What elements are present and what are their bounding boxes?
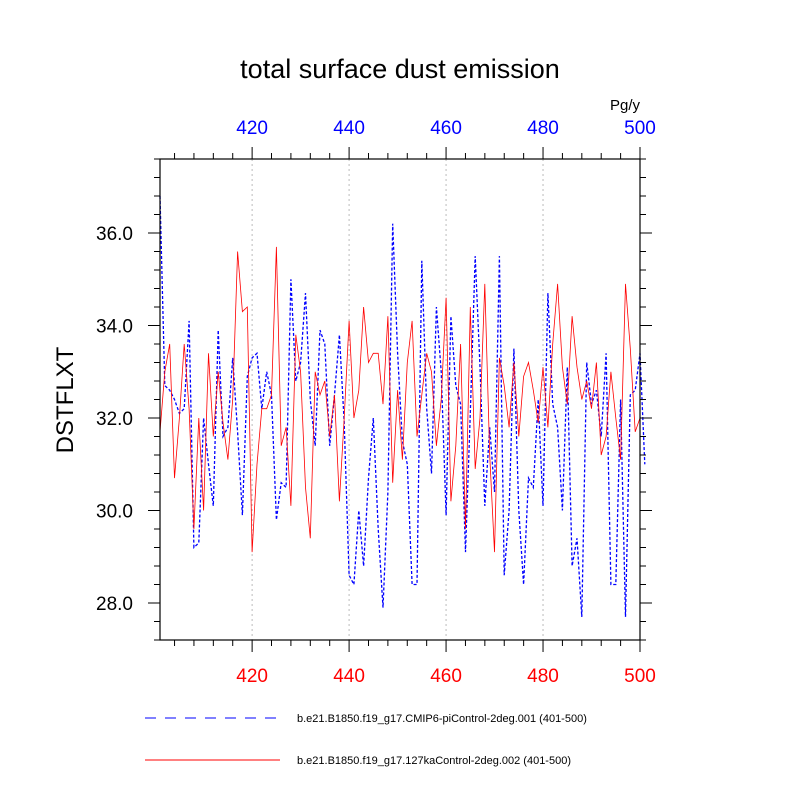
y-tick-label: 36.0 <box>96 224 133 245</box>
y-tick-label: 34.0 <box>96 317 133 338</box>
units-label: Pg/y <box>610 97 641 114</box>
series-line-1 <box>159 195 646 617</box>
y-axis-title: DSTFLXT <box>52 346 79 453</box>
chart-title: total surface dust emission <box>240 54 560 84</box>
grid-lines <box>251 159 544 640</box>
legend: b.e21.B1850.f19_g17.CMIP6-piControl-2deg… <box>145 713 587 767</box>
x-tick-label-bottom: 460 <box>430 666 462 687</box>
x-tick-label-top: 480 <box>527 118 559 139</box>
x-tick-label-bottom: 480 <box>527 666 559 687</box>
legend-label-1: b.e21.B1850.f19_g17.CMIP6-piControl-2deg… <box>297 713 587 725</box>
y-tick-label: 28.0 <box>96 594 133 615</box>
series-line-2 <box>159 246 641 553</box>
x-tick-label-top: 460 <box>430 118 462 139</box>
legend-label-2: b.e21.B1850.f19_g17.127kaControl-2deg.00… <box>297 755 571 767</box>
y-tick-label: 32.0 <box>96 409 133 430</box>
x-tick-label-top: 500 <box>624 118 656 139</box>
x-tick-label-bottom: 420 <box>236 666 268 687</box>
x-tick-label-bottom: 500 <box>624 666 656 687</box>
axes: 28.0 30.0 32.0 34.0 36.0 420 440 460 480 500 420 44… <box>96 118 656 687</box>
series-lines <box>159 195 646 617</box>
x-tick-label-top: 420 <box>236 118 268 139</box>
y-tick-label: 30.0 <box>96 502 133 523</box>
x-tick-label-top: 440 <box>333 118 365 139</box>
x-tick-label-bottom: 440 <box>333 666 365 687</box>
